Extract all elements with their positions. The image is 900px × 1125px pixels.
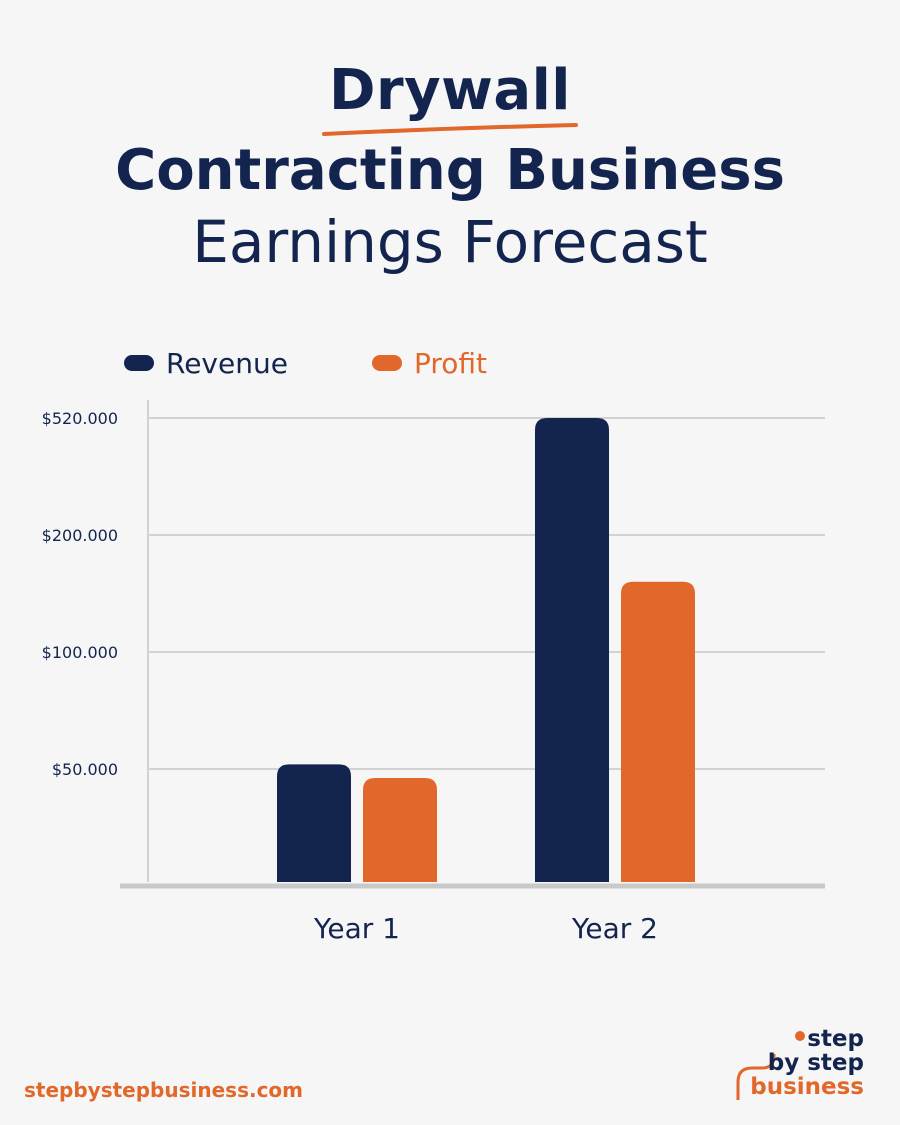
y-tick-label-3: $520.000 — [42, 409, 118, 428]
y-tick-label-1: $100.000 — [42, 643, 118, 662]
footer-url[interactable]: stepbystepbusiness.com — [24, 1078, 304, 1102]
bar-revenue-year-1 — [277, 764, 351, 882]
legend-label-revenue: Revenue — [166, 346, 288, 380]
logo-text-line-2: by step — [767, 1050, 864, 1076]
logo-mark-icon — [736, 1031, 805, 1100]
chart-title-line-2: Contracting Business — [115, 138, 785, 203]
chart-title-line-3: Earnings Forecast — [192, 208, 708, 276]
y-tick-label-0: $50.000 — [52, 760, 118, 779]
bar-revenue-year-2 — [535, 418, 609, 882]
logo-text-line-3: business — [750, 1074, 864, 1100]
chart-title-line-1: Drywall — [328, 58, 572, 123]
x-tick-label-0: Year 1 — [313, 912, 400, 945]
legend-swatch-revenue — [124, 355, 154, 371]
bar-profit-year-2 — [621, 581, 695, 882]
legend-item-revenue: Revenue — [124, 345, 288, 381]
x-tick-label-1: Year 2 — [571, 912, 658, 945]
legend-item-profit: Profit — [372, 345, 487, 381]
legend-label-profit: Profit — [414, 346, 488, 380]
logo-text-line-1: step — [807, 1026, 864, 1052]
bar-profit-year-1 — [363, 778, 437, 882]
brand-logo: step by step business — [728, 1024, 878, 1104]
legend-swatch-profit — [372, 355, 402, 371]
title-underline — [322, 123, 578, 136]
y-tick-label-2: $200.000 — [42, 526, 118, 545]
